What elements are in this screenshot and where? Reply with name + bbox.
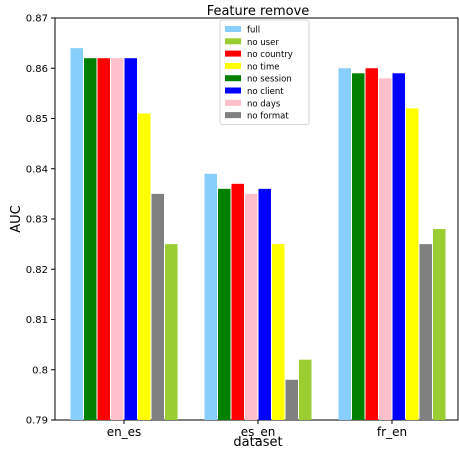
bar-fr_en-full (338, 68, 351, 420)
x-axis-label: dataset (233, 435, 282, 450)
bar-es_en-no-client (258, 188, 271, 420)
bar-en_es-no-format (151, 193, 164, 420)
y-axis-label: AUC (9, 205, 24, 233)
legend-swatch (225, 50, 241, 57)
y-tick-label: 0.81 (26, 315, 48, 326)
legend-label: no time (247, 62, 280, 72)
bar-fr_en-no-format (419, 244, 432, 420)
bar-es_en-no-country (231, 183, 244, 420)
legend-swatch (225, 75, 241, 82)
bar-fr_en-no-session (352, 73, 365, 420)
bar-fr_en-no-days (379, 78, 392, 421)
bar-fr_en-no-country (365, 68, 378, 420)
legend-label: no user (247, 38, 279, 48)
legend-label: no days (247, 99, 281, 109)
y-tick-label: 0.83 (26, 215, 48, 226)
x-axis: en_es es_en fr_en (107, 420, 407, 439)
y-tick-label: 0.85 (26, 114, 48, 125)
legend-swatch (225, 26, 241, 32)
y-tick-label: 0.87 (26, 14, 48, 25)
bar-fr_en-no-client (392, 73, 405, 420)
legend-label: no country (247, 50, 293, 60)
x-tick-label: es_en (241, 425, 276, 439)
x-tick-label: en_es (107, 425, 142, 439)
bar-es_en-no-time (272, 244, 285, 420)
bar-es_en-no-format (285, 379, 298, 420)
bar-en_es-no-days (111, 58, 124, 420)
x-tick-label: fr_en (377, 425, 407, 439)
y-tick-label: 0.86 (26, 64, 48, 75)
bar-fr_en-no-time (406, 108, 419, 420)
chart-title: Feature remove (207, 4, 310, 19)
legend-swatch (225, 112, 241, 119)
legend-label: no client (247, 87, 284, 97)
legend-swatch (225, 38, 241, 45)
bar-es_en-no-user (299, 359, 312, 420)
bar-fr_en-no-user (433, 229, 446, 420)
legend-swatch (225, 99, 241, 106)
legend-label: no format (247, 112, 289, 122)
y-tick-label: 0.84 (26, 164, 48, 175)
y-tick-label: 0.82 (26, 265, 48, 276)
bar-en_es-no-country (97, 58, 110, 420)
legend-label: no session (247, 75, 292, 85)
bar-en_es-no-session (84, 58, 97, 420)
legend: full no user no country no time no session no… (219, 19, 310, 125)
y-axis: 0.79 0.8 0.81 0.82 0.83 0.84 0.85 0.86 0.87 (26, 14, 55, 427)
bar-en_es-no-time (138, 113, 151, 420)
legend-swatch (225, 87, 241, 94)
legend-box (219, 19, 310, 125)
y-tick-label: 0.8 (32, 365, 48, 376)
y-tick-label: 0.79 (26, 416, 48, 427)
bar-es_en-no-session (218, 188, 231, 420)
bar-en_es-no-client (124, 58, 137, 420)
bar-es_en-full (204, 173, 217, 420)
legend-swatch (225, 62, 241, 69)
bar-en_es-full (70, 48, 83, 421)
legend-label: full (247, 26, 260, 36)
bar-en_es-no-user (165, 244, 178, 420)
bar-es_en-no-days (245, 193, 258, 420)
bars-layer (70, 48, 446, 421)
